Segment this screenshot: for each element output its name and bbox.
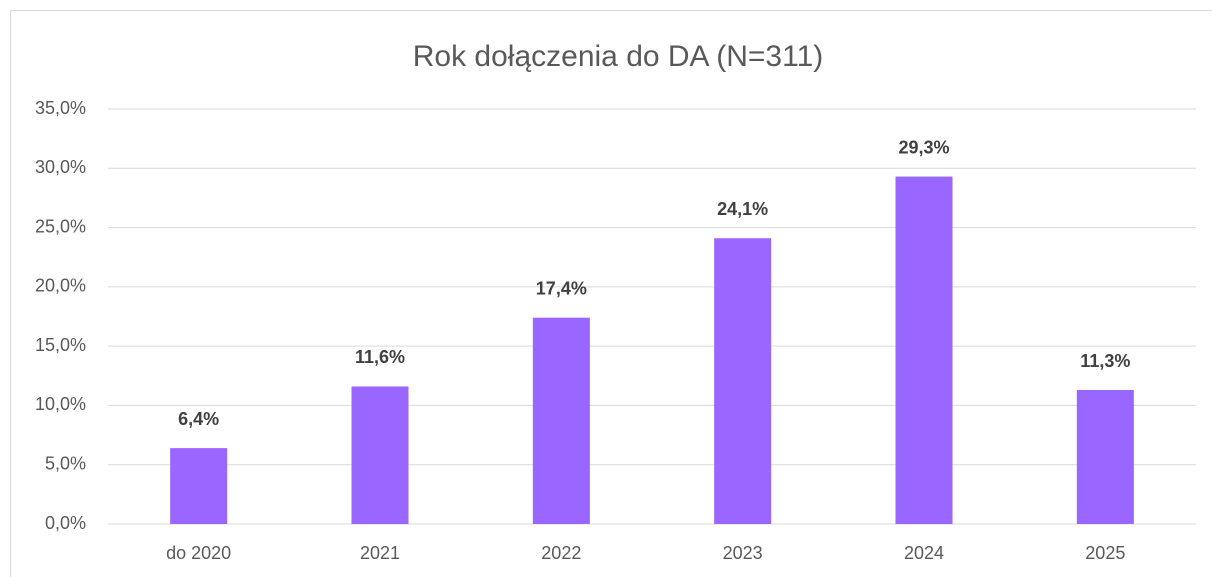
data-label: 11,3% bbox=[1080, 351, 1130, 371]
y-tick-label: 15,0% bbox=[35, 335, 86, 355]
y-tick-label: 20,0% bbox=[35, 276, 86, 296]
y-tick-label: 5,0% bbox=[45, 453, 86, 473]
data-label: 6,4% bbox=[178, 409, 219, 429]
y-tick-label: 10,0% bbox=[35, 394, 86, 414]
x-tick-label: 2025 bbox=[1085, 543, 1125, 563]
data-label: 17,4% bbox=[536, 278, 587, 298]
y-tick-label: 0,0% bbox=[45, 513, 86, 533]
y-tick-label: 25,0% bbox=[35, 216, 86, 236]
y-tick-label: 35,0% bbox=[35, 98, 86, 118]
x-tick-label: 2022 bbox=[541, 543, 581, 563]
bar bbox=[351, 386, 409, 524]
y-tick-label: 30,0% bbox=[35, 157, 86, 177]
bar bbox=[895, 176, 953, 525]
data-label: 24,1% bbox=[717, 199, 768, 219]
chart-title: Rok dołączenia do DA (N=311) bbox=[413, 40, 824, 73]
bar bbox=[532, 317, 590, 524]
bar bbox=[170, 448, 228, 524]
data-label: 29,3% bbox=[898, 137, 949, 157]
data-label: 11,6% bbox=[355, 347, 405, 367]
x-tick-label: 2024 bbox=[904, 543, 944, 563]
x-tick-label: do 2020 bbox=[166, 543, 231, 563]
x-tick-label: 2021 bbox=[360, 543, 400, 563]
x-tick-label: 2023 bbox=[723, 543, 763, 563]
bar bbox=[714, 238, 772, 524]
bar bbox=[1076, 390, 1134, 524]
